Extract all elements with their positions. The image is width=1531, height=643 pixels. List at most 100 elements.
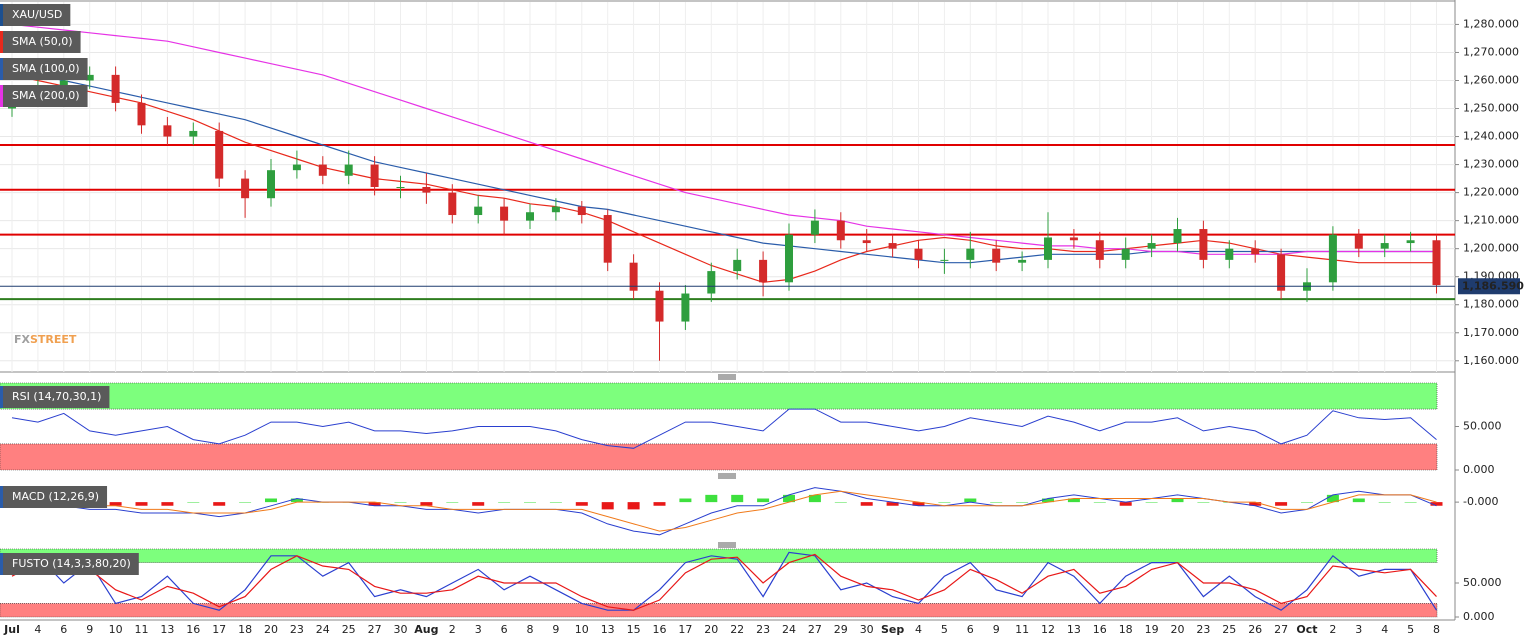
histogram-bar [705, 494, 718, 503]
x-tick-label: 18 [238, 623, 252, 636]
candle-body [163, 125, 172, 137]
x-tick-label: 23 [1196, 623, 1210, 636]
legend-swatch [0, 386, 3, 408]
histogram-bar [1249, 502, 1262, 506]
x-tick-label: 13 [160, 623, 174, 636]
candle-body [1354, 234, 1363, 249]
candle-body [1147, 243, 1156, 249]
x-tick-label: 12 [1041, 623, 1055, 636]
x-tick-label: Oct [1296, 623, 1317, 636]
candle-body [267, 170, 275, 199]
x-tick-label: 3 [1355, 623, 1362, 636]
x-tick-label: 17 [678, 623, 692, 636]
y-tick-label: 1,210.000 [1463, 214, 1519, 227]
x-tick-label: 6 [501, 623, 508, 636]
x-tick-label: 4 [1381, 623, 1388, 636]
histogram-bar [860, 502, 873, 506]
candle-body [551, 206, 560, 213]
histogram-bar [1042, 498, 1054, 503]
y-tick-label: 50.000 [1463, 420, 1502, 433]
histogram-bar [1326, 494, 1339, 503]
rsi-line [11, 408, 1437, 449]
histogram-bar [1119, 502, 1132, 506]
y-tick-label: 1,170.000 [1463, 326, 1519, 339]
x-tick-label: 23 [290, 623, 304, 636]
x-tick-label: 30 [394, 623, 408, 636]
x-tick-label: 3 [475, 623, 482, 636]
histogram-bar [368, 502, 381, 506]
x-tick-label: 22 [730, 623, 744, 636]
histogram-bar [498, 502, 511, 503]
x-tick-label: 13 [601, 623, 615, 636]
histogram-bar [446, 502, 459, 503]
x-tick-label: 9 [86, 623, 93, 636]
histogram-bar [290, 498, 303, 503]
candle-body [966, 248, 975, 260]
candle-body [681, 293, 690, 322]
candle-body [1173, 229, 1182, 244]
watermark-suffix: STREET [30, 333, 77, 346]
x-tick-label: 17 [212, 623, 226, 636]
macd-line [11, 487, 1437, 536]
candle-body [1380, 243, 1389, 249]
legend-label: SMA (50,0) [12, 35, 73, 48]
y-tick-label: 1,200.000 [1463, 242, 1519, 255]
x-tick-label: 13 [1067, 623, 1081, 636]
histogram-bar [1067, 498, 1080, 503]
histogram-bar [394, 502, 407, 503]
y-tick-label: 1,270.000 [1463, 45, 1519, 58]
x-tick-label: 10 [109, 623, 123, 636]
legend-swatch [0, 85, 3, 107]
histogram-bar [1378, 502, 1391, 503]
macd-line [12, 490, 1437, 532]
legend-label: SMA (100,0) [12, 62, 80, 75]
candle-body [888, 243, 897, 249]
watermark-prefix: FX [14, 333, 31, 346]
legend-box [0, 58, 88, 80]
legend-box [0, 85, 88, 107]
x-tick-label: 5 [1407, 623, 1414, 636]
x-tick-label: 8 [527, 623, 534, 636]
histogram-bar [938, 502, 951, 503]
y-tick-label: 1,280.000 [1463, 17, 1519, 30]
y-tick-label: 1,260.000 [1463, 73, 1519, 86]
candle-body [1406, 240, 1415, 244]
candle-body [1432, 240, 1441, 286]
x-tick-label: 20 [1171, 623, 1185, 636]
candle-body [189, 130, 198, 137]
legend-swatch [0, 4, 3, 26]
histogram-bar [679, 498, 692, 503]
y-tick-label: 1,250.000 [1463, 102, 1519, 115]
candle-body [526, 212, 534, 221]
histogram-bar [757, 498, 770, 503]
x-tick-label: 9 [552, 623, 559, 636]
legend-swatch [0, 486, 3, 508]
candle-body [733, 259, 742, 272]
candle-body [1018, 259, 1027, 263]
histogram-bar [1275, 502, 1288, 506]
legend-label: MACD (12,26,9) [12, 490, 99, 503]
legend-label: RSI (14,70,30,1) [12, 390, 101, 403]
candle-body [810, 220, 819, 235]
candle-body [241, 178, 250, 199]
histogram-bar [627, 502, 640, 510]
legend-box [0, 31, 81, 53]
histogram-bar [834, 502, 847, 503]
candle-body [85, 74, 94, 81]
drag-handle[interactable] [718, 374, 736, 548]
x-tick-label: 24 [316, 623, 330, 636]
sma-line [11, 23, 1437, 255]
histogram-bar [731, 494, 744, 503]
candle-body [111, 74, 120, 103]
y-tick-label: 50.000 [1463, 576, 1502, 589]
histogram-bar [912, 502, 925, 506]
x-tick-label: 10 [575, 623, 589, 636]
y-tick-label: -0.000 [1463, 495, 1498, 508]
histogram-bar [575, 502, 588, 506]
histogram-bar [265, 498, 277, 503]
zone [0, 382, 1438, 410]
x-tick-label: 25 [342, 623, 356, 636]
x-tick-label: 26 [1248, 623, 1262, 636]
x-tick-label: 27 [368, 623, 382, 636]
y-tick-label: 1,180.000 [1463, 298, 1519, 311]
